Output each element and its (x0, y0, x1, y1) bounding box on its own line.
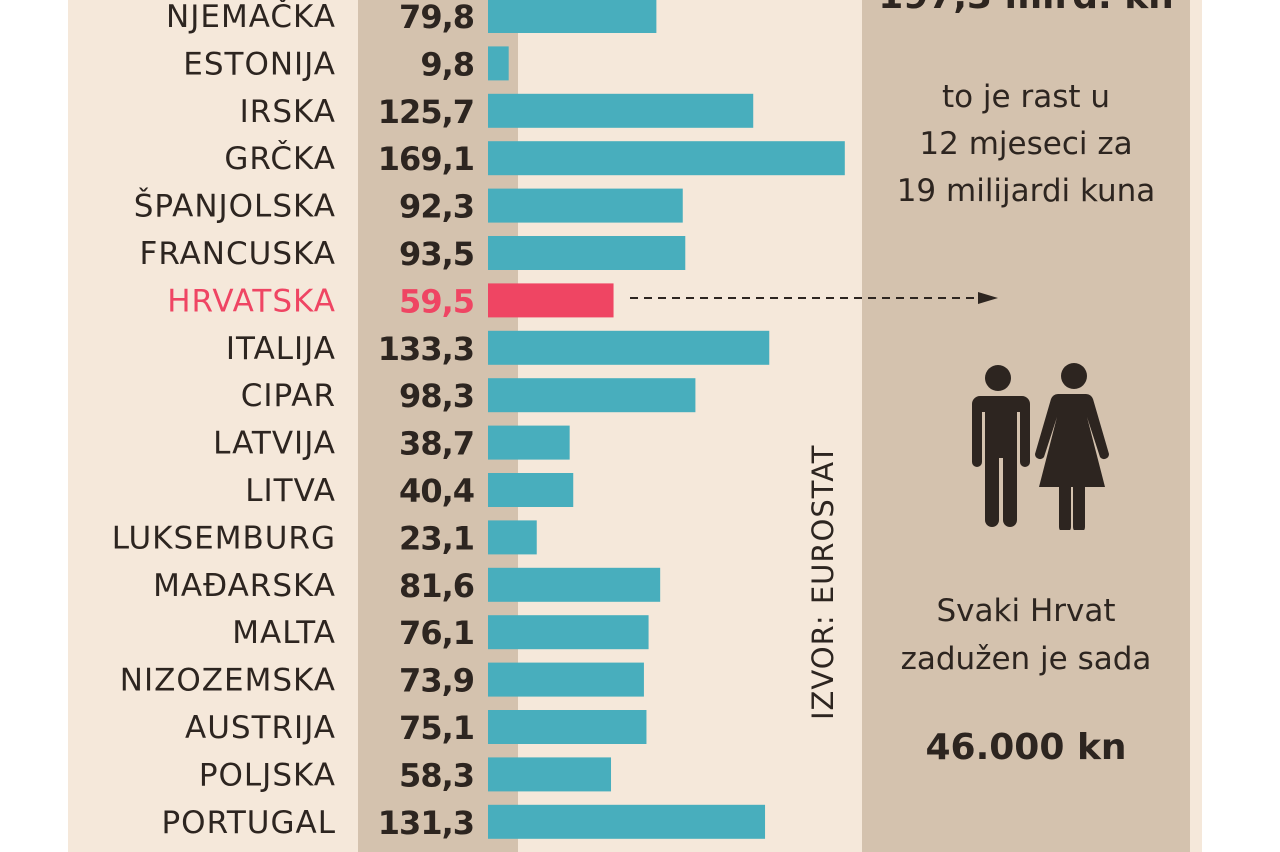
country-label: NIZOZEMSKA (120, 663, 336, 699)
bar-12 (488, 567, 661, 602)
value-label: 38,7 (399, 425, 474, 463)
country-label: HRVATSKA (167, 283, 336, 319)
bar-10 (488, 473, 574, 507)
bar-3 (488, 141, 845, 176)
bar-7 (488, 330, 770, 365)
value-label: 75,1 (399, 709, 474, 747)
country-label: PORTUGAL (161, 805, 336, 841)
country-label: POLJSKA (199, 757, 336, 793)
source-label: IZVOR: EUROSTAT (806, 444, 840, 720)
value-label: 73,9 (399, 662, 474, 700)
value-label: 9,8 (420, 45, 474, 83)
value-label: 58,3 (399, 756, 474, 794)
country-label: NJEMAČKA (166, 0, 336, 35)
country-label: LUKSEMBURG (112, 520, 336, 556)
country-label: IRSKA (240, 94, 336, 130)
person-line-2: zadužen je sada (900, 641, 1152, 677)
country-label: ESTONIJA (183, 46, 336, 82)
growth-line-2: 12 mjeseci za (919, 126, 1133, 162)
country-label: ITALIJA (226, 331, 336, 367)
bar-14 (488, 662, 644, 697)
bar-11 (488, 520, 537, 555)
value-label: 81,6 (399, 567, 474, 605)
value-label: 59,5 (399, 282, 474, 320)
bar-0 (488, 0, 657, 33)
per-capita-debt: 46.000 kn (925, 727, 1127, 768)
growth-line-3: 19 milijardi kuna (896, 173, 1156, 209)
value-label: 23,1 (399, 519, 474, 557)
bar-4 (488, 188, 683, 223)
bar-2 (488, 93, 754, 128)
country-label: AUSTRIJA (185, 710, 336, 746)
bar-5 (488, 236, 686, 270)
bar-16 (488, 757, 612, 792)
highlight-arrow (630, 292, 998, 304)
bar-1 (488, 46, 509, 81)
country-label: GRČKA (224, 140, 336, 177)
country-label: ŠPANJOLSKA (134, 188, 336, 225)
country-label: FRANCUSKA (139, 236, 336, 272)
value-label: 98,3 (399, 377, 474, 415)
bar-6 (488, 283, 614, 318)
bar-17 (488, 804, 766, 839)
country-label: LATVIJA (213, 426, 336, 462)
country-label: MAĐARSKA (153, 568, 336, 604)
value-label: 93,5 (399, 235, 474, 273)
man-and-woman-icon (972, 363, 1109, 530)
value-label: 79,8 (399, 0, 474, 36)
value-label: 169,1 (378, 140, 474, 178)
growth-line-1: to je rast u (941, 79, 1111, 115)
value-label: 133,3 (378, 330, 474, 368)
bar-8 (488, 378, 696, 413)
bar-13 (488, 615, 649, 650)
country-label: MALTA (232, 615, 336, 651)
value-label: 92,3 (399, 188, 474, 226)
value-label: 131,3 (378, 804, 474, 842)
total-debt: 197,3 mlrd. kn (862, 0, 1190, 17)
bar-9 (488, 425, 570, 460)
value-label: 76,1 (399, 614, 474, 652)
value-label: 125,7 (378, 93, 474, 131)
value-label: 40,4 (399, 472, 474, 510)
bar-15 (488, 710, 647, 744)
person-line-1: Svaki Hrvat (936, 593, 1116, 629)
country-label: CIPAR (241, 378, 336, 414)
country-label: LITVA (245, 473, 336, 509)
